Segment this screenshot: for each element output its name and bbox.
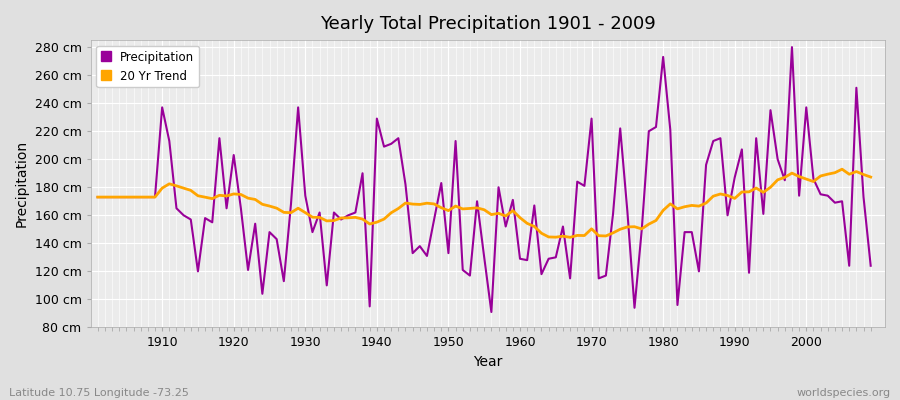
X-axis label: Year: Year: [473, 355, 502, 369]
Y-axis label: Precipitation: Precipitation: [15, 140, 29, 227]
Legend: Precipitation, 20 Yr Trend: Precipitation, 20 Yr Trend: [96, 46, 199, 87]
Text: Latitude 10.75 Longitude -73.25: Latitude 10.75 Longitude -73.25: [9, 388, 189, 398]
Title: Yearly Total Precipitation 1901 - 2009: Yearly Total Precipitation 1901 - 2009: [320, 15, 656, 33]
Text: worldspecies.org: worldspecies.org: [796, 388, 891, 398]
